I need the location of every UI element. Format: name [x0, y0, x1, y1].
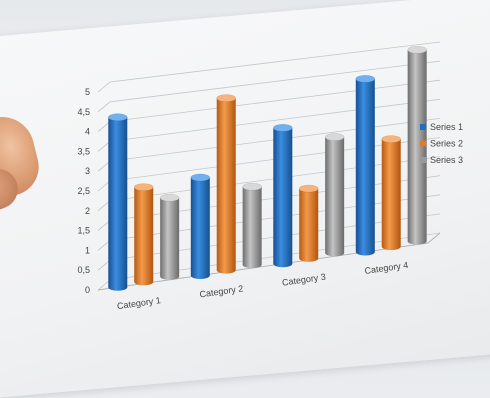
- gridline-side: [97, 240, 111, 251]
- bar-body: [134, 187, 154, 286]
- y-tick-label: 3: [85, 166, 90, 176]
- gridline-side: [97, 220, 111, 231]
- bar-chart-3d: 0 0,5 1 1,5 2 2,5 3 3,5 4 4,5 5 Category 1 Category…: [77, 41, 463, 311]
- bar-top: [355, 74, 376, 83]
- bar-body: [160, 197, 180, 280]
- x-tick-label: Category 4: [364, 260, 409, 276]
- gridline: [109, 98, 441, 142]
- bar-top: [407, 45, 427, 54]
- bar-top: [324, 133, 345, 141]
- gridline-side: [97, 81, 111, 93]
- bar-body: [190, 177, 210, 280]
- gridline: [109, 41, 441, 83]
- bar-body: [108, 117, 128, 291]
- bar-series-3-category-2: [242, 182, 262, 269]
- y-tick-label: 4,5: [77, 107, 90, 117]
- bar-body: [299, 188, 319, 262]
- gridline-side: [97, 180, 111, 192]
- bar-series-3-category-1: [159, 193, 180, 280]
- y-tick-label: 1,5: [77, 226, 90, 236]
- bar-top: [108, 113, 128, 122]
- bar-body: [381, 139, 401, 251]
- bar-body: [355, 78, 375, 256]
- bar-series-1-category-4: [355, 74, 376, 256]
- y-tick-label: 1: [85, 245, 90, 255]
- y-tick-label: 3,5: [77, 146, 90, 156]
- gridline-side: [97, 141, 111, 152]
- bar-series-2-category-1: [133, 183, 154, 286]
- gridline: [109, 60, 441, 103]
- bar-top: [159, 193, 180, 202]
- bar-top: [133, 183, 154, 192]
- bar-top: [273, 123, 293, 132]
- bar-series-1-category-2: [190, 173, 211, 280]
- bar-top: [216, 94, 236, 102]
- bar-series-2-category-3: [298, 184, 319, 262]
- legend-swatch: [420, 140, 426, 147]
- gridline-side: [97, 279, 111, 291]
- legend-swatch: [420, 157, 426, 163]
- bar-top: [298, 184, 319, 193]
- bar-series-2-category-2: [216, 94, 236, 274]
- x-tick-label: Category 2: [199, 283, 244, 299]
- legend-label: Series 1: [430, 122, 463, 132]
- y-tick-label: 2,5: [77, 186, 90, 196]
- bar-series-3-category-3: [324, 133, 345, 257]
- bar-top: [381, 135, 401, 143]
- legend-swatch: [420, 124, 426, 130]
- bar-top: [242, 182, 262, 191]
- gridline-side: [97, 121, 111, 132]
- bar-body: [325, 137, 345, 257]
- y-tick-label: 0,5: [77, 265, 90, 275]
- floor-edge: [427, 232, 441, 244]
- bar-series-2-category-4: [381, 135, 401, 251]
- legend-label: Series 2: [430, 139, 463, 149]
- bar-top: [190, 173, 211, 182]
- bars: [108, 45, 427, 291]
- y-tick-label: 5: [85, 87, 90, 97]
- gridline: [109, 79, 441, 122]
- y-tick-label: 0: [85, 285, 90, 295]
- bar-body: [242, 186, 262, 269]
- y-axis-ticks: 0 0,5 1 1,5 2 2,5 3 3,5 4 4,5 5: [77, 87, 90, 295]
- gridline-side: [97, 160, 111, 172]
- bar-body: [273, 127, 293, 268]
- bar-series-3-category-4: [407, 45, 427, 245]
- bar-body: [216, 98, 236, 274]
- y-tick-label: 4: [85, 127, 90, 137]
- gridline-side: [97, 259, 111, 271]
- bar-body: [407, 49, 427, 245]
- gridline-side: [97, 200, 111, 212]
- y-tick-label: 2: [85, 206, 90, 216]
- legend-label: Series 3: [430, 155, 463, 165]
- legend: Series 1 Series 2 Series 3: [420, 122, 463, 165]
- gridline-side: [97, 101, 111, 113]
- bar-series-1-category-3: [273, 123, 293, 268]
- x-tick-label: Category 3: [281, 272, 326, 288]
- x-tick-label: Category 1: [116, 295, 161, 311]
- bar-series-1-category-1: [108, 113, 128, 291]
